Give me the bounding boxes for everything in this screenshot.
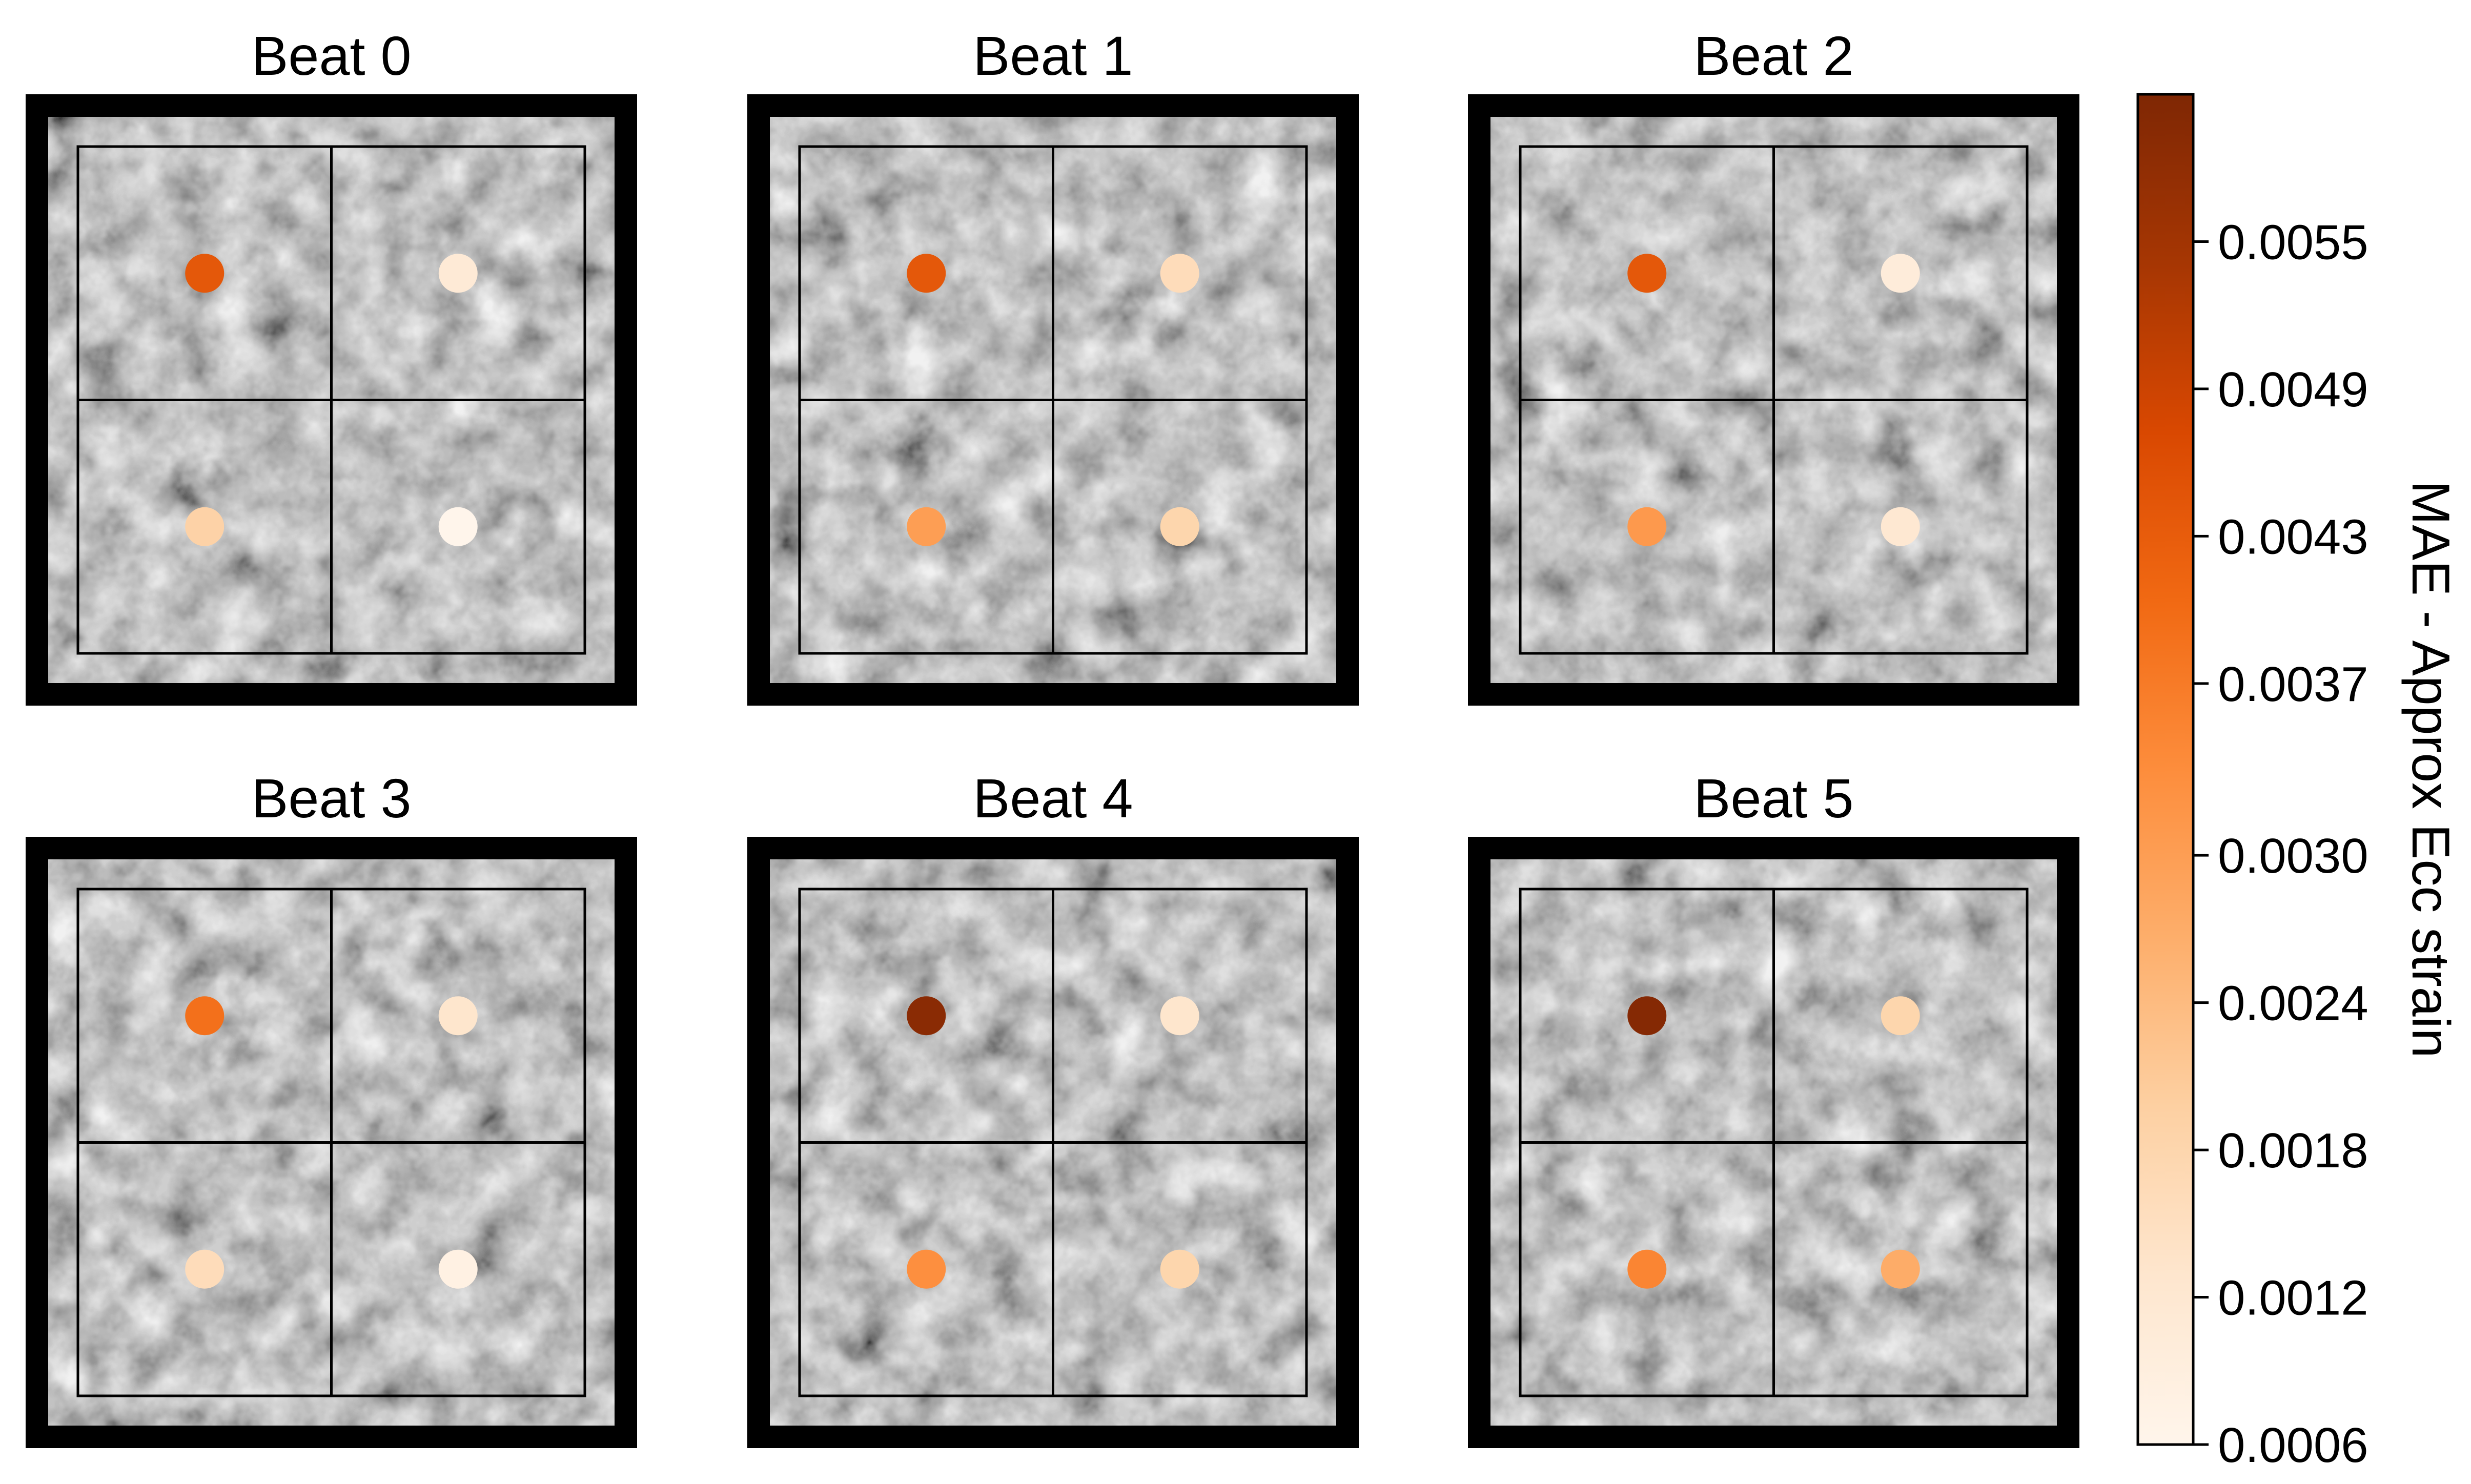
colorbar-tick-label: 0.0018 <box>2218 1123 2368 1178</box>
region-marker-r0c0 <box>907 254 946 293</box>
region-marker-r1c0 <box>185 507 224 546</box>
region-marker-r0c0 <box>1627 996 1667 1036</box>
colorbar: 0.0006 0.0012 0.0018 0.0024 0.0030 0.0037 0.00… <box>2136 93 2460 1473</box>
panel-beat-5: Beat 5 <box>1468 767 2079 1448</box>
region-marker-r0c1 <box>438 254 478 293</box>
colorbar-label: MAE - Approx Ecc strain <box>2401 480 2460 1058</box>
region-marker-r0c1 <box>438 996 478 1036</box>
region-marker-r1c0 <box>1627 1249 1667 1289</box>
panel-beat-0: Beat 0 <box>26 25 637 706</box>
panel-beat-1: Beat 1 <box>747 25 1359 706</box>
colorbar-tick-label: 0.0012 <box>2218 1271 2368 1326</box>
region-marker-r0c0 <box>185 254 224 293</box>
colorbar-tick-label: 0.0055 <box>2218 215 2368 270</box>
colorbar-tick-label: 0.0006 <box>2218 1418 2368 1473</box>
panel-title: Beat 0 <box>251 25 411 87</box>
colorbar-tick-label: 0.0037 <box>2218 657 2368 712</box>
region-marker-r1c0 <box>907 507 946 546</box>
region-marker-r1c0 <box>907 1249 946 1289</box>
panels-layer: Beat 0 Beat 1 Beat 2 Beat 3 Beat 4 Beat 5 <box>26 25 2079 1448</box>
region-marker-r1c1 <box>438 507 478 546</box>
region-marker-r0c0 <box>185 996 224 1036</box>
region-marker-r0c0 <box>1627 254 1667 293</box>
region-marker-r1c0 <box>185 1249 224 1289</box>
colorbar-tick-label: 0.0049 <box>2218 362 2368 417</box>
region-marker-r1c1 <box>1160 507 1199 546</box>
colorbar-gradient <box>2136 93 2195 1446</box>
panel-title: Beat 5 <box>1693 767 1853 829</box>
panel-title: Beat 2 <box>1693 25 1853 87</box>
region-marker-r1c0 <box>1627 507 1667 546</box>
region-marker-r1c1 <box>1160 1249 1199 1289</box>
colorbar-tick-label: 0.0024 <box>2218 976 2368 1031</box>
region-marker-r1c1 <box>1881 507 1920 546</box>
region-marker-r0c1 <box>1160 254 1199 293</box>
colorbar-tick-label: 0.0043 <box>2218 509 2368 564</box>
colorbar-tick-label: 0.0030 <box>2218 829 2368 883</box>
region-marker-r0c1 <box>1881 254 1920 293</box>
colorbar-ticks: 0.0006 0.0012 0.0018 0.0024 0.0030 0.0037 0.00… <box>2193 215 2368 1473</box>
region-marker-r1c1 <box>1881 1249 1920 1289</box>
panel-title: Beat 1 <box>973 25 1133 87</box>
region-marker-r0c0 <box>907 996 946 1036</box>
region-marker-r0c1 <box>1160 996 1199 1036</box>
region-marker-r0c1 <box>1881 996 1920 1036</box>
panel-title: Beat 4 <box>973 767 1133 829</box>
panel-title: Beat 3 <box>251 767 411 829</box>
panel-beat-4: Beat 4 <box>747 767 1359 1448</box>
panel-beat-2: Beat 2 <box>1468 25 2079 706</box>
region-marker-r1c1 <box>438 1249 478 1289</box>
panel-beat-3: Beat 3 <box>26 767 637 1448</box>
